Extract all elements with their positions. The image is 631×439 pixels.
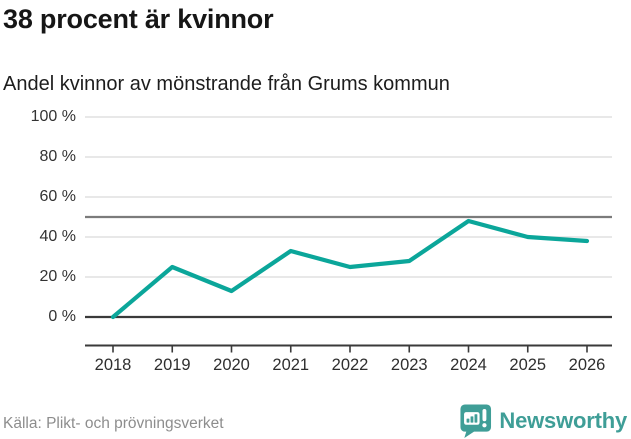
y-tick-label: 60 % — [39, 188, 76, 205]
source-note: Källa: Plikt- och prövningsverket — [3, 415, 224, 432]
y-tick-label: 20 % — [39, 268, 76, 285]
chart-title: 38 procent är kvinnor — [3, 4, 274, 34]
data-line — [110, 218, 590, 320]
newsworthy-wordmark: Newsworthy — [499, 408, 627, 433]
newsworthy-brand: Newsworthy — [459, 404, 627, 438]
x-tick-label: 2023 — [390, 356, 428, 374]
x-tick-label: 2026 — [568, 356, 606, 374]
y-tick-label: 100 % — [30, 108, 76, 125]
y-tick-label: 0 % — [48, 308, 76, 325]
y-tick-label: 80 % — [39, 148, 76, 165]
x-tick-label: 2020 — [213, 356, 250, 374]
newsworthy-logo-icon — [460, 404, 492, 438]
x-tick-label: 2024 — [450, 356, 487, 374]
x-tick-label: 2018 — [94, 356, 132, 374]
x-tick-label: 2022 — [331, 356, 369, 374]
x-tick-label: 2019 — [153, 356, 191, 374]
x-tick-label: 2025 — [509, 356, 547, 374]
chart-subtitle: Andel kvinnor av mönstrande från Grums k… — [3, 73, 450, 95]
x-tick-label: 2021 — [272, 356, 310, 374]
y-tick-label: 40 % — [39, 228, 76, 245]
